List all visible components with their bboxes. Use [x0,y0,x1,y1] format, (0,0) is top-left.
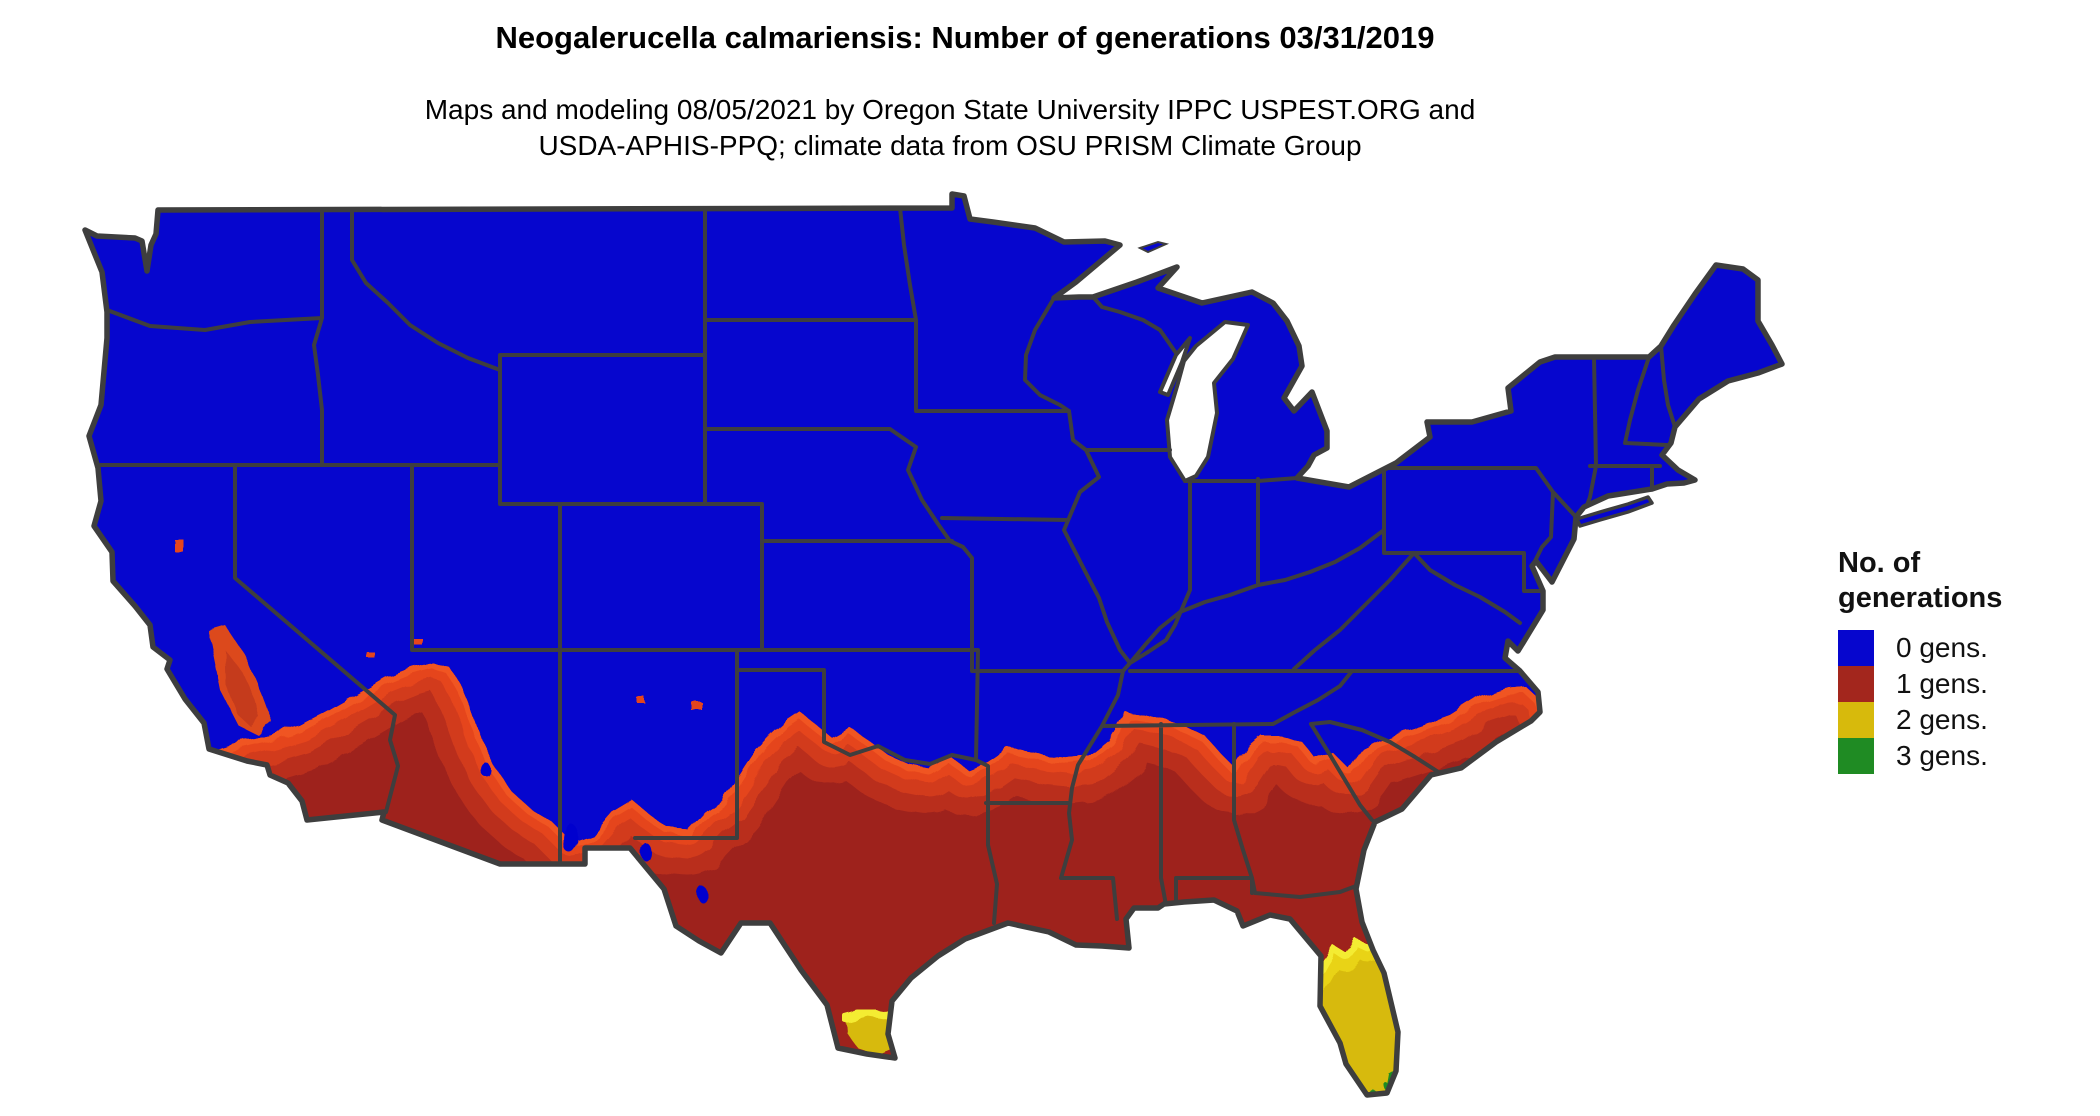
legend-label-1-gens: 1 gens. [1896,668,1988,699]
legend-title-line1: No. of [1838,547,1921,579]
legend-label-3-gens: 3 gens. [1896,740,1988,771]
green-bay [1158,336,1192,397]
legend-swatch-3-gens [1838,738,1874,774]
legend: No. of generations 0 gens. 1 gens. 2 gen… [1838,546,2088,774]
central-valley-patch [208,625,272,735]
map-subtitle-line1: Maps and modeling 08/05/2021 by Oregon S… [424,94,1476,125]
legend-row-0-gens: 0 gens. [1838,630,2088,666]
map-title: Neogalerucella calmariensis: Number of g… [495,20,1435,55]
legend-swatch-1-gens [1838,666,1874,702]
legend-swatch-0-gens [1838,630,1874,666]
legend-title: No. of generations [1838,546,2088,616]
isle-royale [1137,240,1170,254]
us-coastline [82,191,1785,1098]
legend-swatch-2-gens [1838,702,1874,738]
legend-label-0-gens: 0 gens. [1896,632,1988,663]
region-2-gens-texas [841,1007,900,1055]
legend-row-3-gens: 3 gens. [1838,738,2088,774]
map-subtitle-line2: USDA-APHIS-PPQ; climate data from OSU PR… [538,130,1362,161]
legend-label-2-gens: 2 gens. [1896,704,1988,735]
legend-title-line2: generations [1838,582,2003,614]
legend-row-1-gens: 1 gens. [1838,666,2088,702]
state-borders [96,206,1677,925]
legend-row-2-gens: 2 gens. [1838,702,2088,738]
lake-michigan [1158,320,1250,483]
long-island [1575,495,1654,528]
legend-rows: 0 gens. 1 gens. 2 gens. 3 gens. [1838,630,2088,774]
